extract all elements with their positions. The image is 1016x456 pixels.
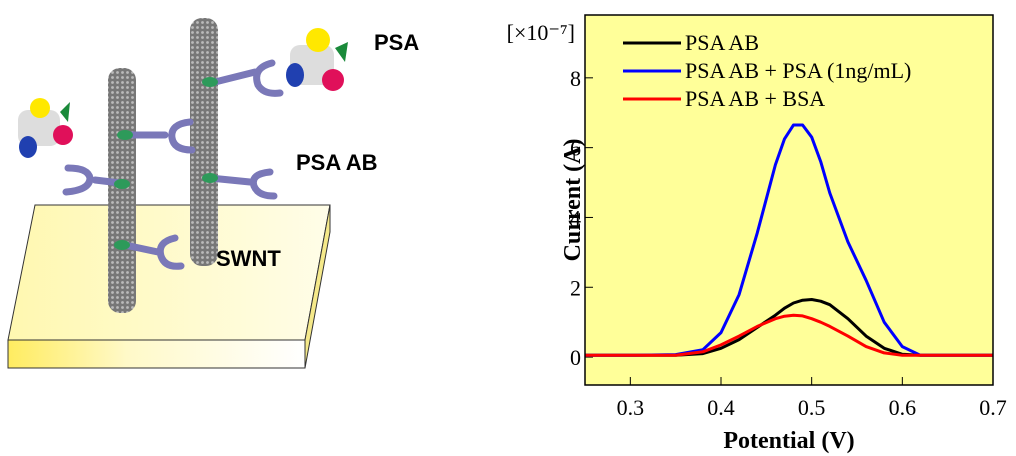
nanotube bbox=[108, 68, 136, 313]
substrate-edge bbox=[8, 340, 305, 368]
diagram-label: SWNT bbox=[216, 246, 281, 271]
legend-label: PSA AB + BSA bbox=[685, 86, 825, 111]
diagram: PSA PSA AB SWNT bbox=[8, 18, 419, 368]
x-tick-label: 0.3 bbox=[617, 395, 645, 420]
legend-label: PSA AB + PSA (1ng/mL) bbox=[685, 58, 911, 83]
x-tick-label: 0.7 bbox=[979, 395, 1007, 420]
y-scale-label: [×10⁻⁷] bbox=[507, 20, 575, 45]
legend-label: PSA AB bbox=[685, 30, 759, 55]
antigen bbox=[286, 28, 348, 91]
figure: PSA PSA AB SWNT 0.30.40.50.60.702468PSA … bbox=[0, 0, 1016, 456]
antigen bbox=[18, 98, 73, 158]
x-tick-label: 0.4 bbox=[707, 395, 735, 420]
nanotube bbox=[190, 18, 218, 266]
y-tick-label: 8 bbox=[570, 66, 581, 91]
x-tick-label: 0.6 bbox=[889, 395, 917, 420]
y-axis-label: Current (A) bbox=[560, 139, 586, 262]
x-axis-label: Potential (V) bbox=[723, 428, 854, 454]
substrate bbox=[8, 205, 330, 340]
y-tick-label: 2 bbox=[570, 275, 581, 300]
diagram-label: PSA AB bbox=[296, 150, 378, 175]
diagram-label: PSA bbox=[374, 30, 419, 55]
x-tick-label: 0.5 bbox=[798, 395, 826, 420]
y-tick-label: 0 bbox=[570, 345, 581, 370]
